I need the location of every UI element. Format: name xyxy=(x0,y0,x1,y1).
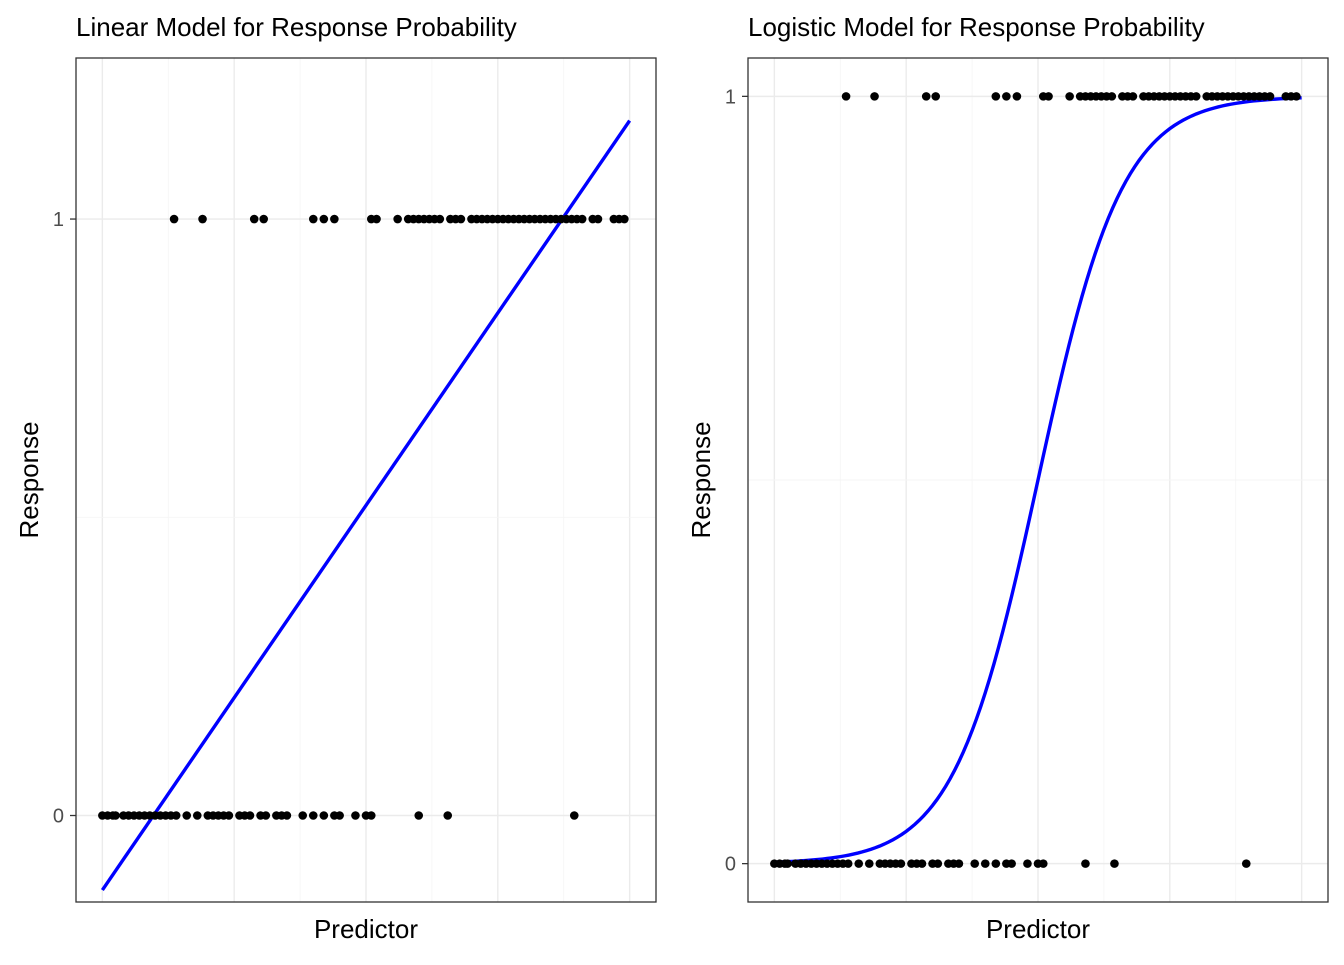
data-point xyxy=(870,92,879,101)
data-point xyxy=(1081,859,1090,868)
data-point xyxy=(456,214,466,224)
data-point xyxy=(620,214,629,224)
data-point xyxy=(577,214,587,224)
data-point xyxy=(1191,92,1201,101)
data-point xyxy=(1012,92,1022,101)
y-tick-label: 0 xyxy=(725,854,736,876)
data-point xyxy=(1044,92,1053,101)
data-point xyxy=(393,214,402,224)
data-point xyxy=(319,214,329,224)
data-point xyxy=(991,92,1001,101)
linear-model-panel: 0 1 Linear Model for Response Probability P… xyxy=(14,12,657,944)
data-point xyxy=(282,811,292,820)
y-axis-title: Response xyxy=(14,421,44,538)
data-point xyxy=(931,92,941,101)
data-point xyxy=(182,811,192,820)
data-point xyxy=(569,811,579,820)
data-point xyxy=(414,811,424,820)
data-point xyxy=(841,92,851,101)
data-point xyxy=(335,811,344,820)
data-point xyxy=(1002,92,1011,101)
data-point xyxy=(169,214,179,224)
data-point xyxy=(435,214,445,224)
x-axis-title: Predictor xyxy=(314,914,418,944)
data-point xyxy=(991,859,1001,868)
data-point xyxy=(864,859,874,868)
data-point xyxy=(896,859,906,868)
data-point xyxy=(171,811,181,820)
data-point xyxy=(372,214,381,224)
data-point xyxy=(308,214,318,224)
data-point xyxy=(245,811,255,820)
data-point xyxy=(854,859,864,868)
y-tick-label: 1 xyxy=(53,209,64,231)
data-point xyxy=(366,811,376,820)
data-point xyxy=(783,859,792,868)
data-point xyxy=(259,214,269,224)
fitted-curve xyxy=(100,119,632,892)
data-point xyxy=(1107,92,1117,101)
y-axis-title: Response xyxy=(686,421,716,538)
data-point xyxy=(970,859,980,868)
data-point xyxy=(1023,859,1032,868)
data-point xyxy=(1128,92,1138,101)
x-axis-title: Predictor xyxy=(986,914,1090,944)
data-point xyxy=(980,859,990,868)
data-point xyxy=(1110,859,1119,868)
data-point xyxy=(198,214,207,224)
data-point xyxy=(1241,859,1251,868)
chart-title: Logistic Model for Response Probability xyxy=(748,12,1205,42)
data-point xyxy=(954,859,964,868)
data-point xyxy=(319,811,329,820)
data-point xyxy=(192,811,202,820)
data-point xyxy=(933,859,943,868)
data-point xyxy=(249,214,259,224)
data-point xyxy=(308,811,318,820)
data-point xyxy=(917,859,927,868)
data-point xyxy=(1038,859,1048,868)
data-point xyxy=(351,811,360,820)
data-point xyxy=(261,811,271,820)
logistic-model-panel: 0 1 Logistic Model for Response Probabilit… xyxy=(686,12,1329,944)
data-point xyxy=(298,811,308,820)
data-point xyxy=(224,811,234,820)
data-point xyxy=(1007,859,1016,868)
data-point xyxy=(111,811,120,820)
data-point xyxy=(443,811,453,820)
data-point xyxy=(1292,92,1301,101)
data-point xyxy=(1065,92,1074,101)
y-tick-label: 0 xyxy=(53,806,64,828)
fitted-curve xyxy=(774,96,1302,864)
plot-panel-border xyxy=(75,57,657,903)
data-point xyxy=(593,214,603,224)
chart-title: Linear Model for Response Probability xyxy=(76,12,517,42)
data-point xyxy=(843,859,853,868)
y-tick-label: 1 xyxy=(725,86,736,108)
data-point xyxy=(1265,92,1275,101)
data-point xyxy=(921,92,931,101)
data-point xyxy=(330,214,339,224)
plot-panel-border xyxy=(747,57,1329,903)
